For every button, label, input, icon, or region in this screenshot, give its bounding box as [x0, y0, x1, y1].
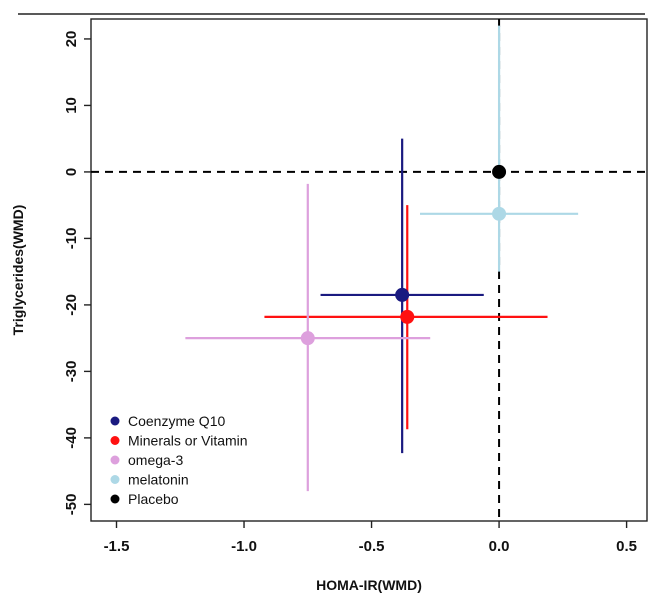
y-tick-label: 10 — [63, 97, 80, 114]
x-axis: -1.5 -1.0 -0.5 0.0 0.5 — [104, 521, 637, 555]
y-tick-label: -20 — [63, 294, 80, 316]
legend: Coenzyme Q10 Minerals or Vitamin omega-3 me… — [110, 413, 248, 507]
legend-label: melatonin — [128, 472, 189, 488]
y-tick-label: -50 — [63, 494, 80, 516]
reference-lines — [91, 19, 647, 521]
legend-swatch — [110, 475, 120, 484]
y-tick-label: -10 — [63, 228, 80, 250]
legend-item-omega-3: omega-3 — [110, 452, 183, 468]
x-tick-label: -1.0 — [231, 538, 257, 555]
point-placebo — [492, 164, 507, 179]
legend-item-minerals-or-vitamin: Minerals or Vitamin — [110, 433, 248, 449]
point-minerals-or-vitamin — [400, 309, 415, 324]
y-tick-label: -40 — [63, 427, 80, 449]
legend-item-placebo: Placebo — [110, 491, 179, 507]
point-omega-3 — [300, 331, 315, 346]
legend-swatch — [110, 416, 120, 426]
legend-label: Minerals or Vitamin — [128, 433, 248, 449]
error-bars — [185, 25, 579, 492]
x-axis-title: HOMA-IR(WMD) — [316, 577, 422, 593]
legend-swatch — [110, 436, 120, 445]
legend-label: omega-3 — [128, 452, 183, 468]
legend-label: Coenzyme Q10 — [128, 413, 225, 429]
x-tick-label: -0.5 — [359, 538, 385, 555]
x-tick-label: 0.5 — [616, 538, 637, 555]
data-points — [300, 164, 507, 346]
legend-swatch — [110, 494, 120, 504]
y-axis: -50 -40 -30 -20 -10 0 10 20 — [63, 31, 91, 516]
legend-item-melatonin: melatonin — [110, 472, 189, 488]
legend-swatch — [110, 455, 120, 465]
legend-item-coenzyme-q10: Coenzyme Q10 — [110, 413, 225, 429]
y-axis-title: Triglycerides(WMD) — [10, 205, 26, 336]
legend-label: Placebo — [128, 491, 179, 507]
y-tick-label: 0 — [63, 168, 80, 176]
x-tick-label: 0.0 — [489, 538, 510, 555]
plot-frame — [90, 18, 648, 522]
point-melatonin — [492, 206, 507, 221]
x-tick-label: -1.5 — [104, 538, 130, 555]
y-tick-label: -30 — [63, 361, 80, 383]
point-coenzyme-q10 — [395, 287, 410, 302]
y-tick-label: 20 — [63, 31, 80, 48]
